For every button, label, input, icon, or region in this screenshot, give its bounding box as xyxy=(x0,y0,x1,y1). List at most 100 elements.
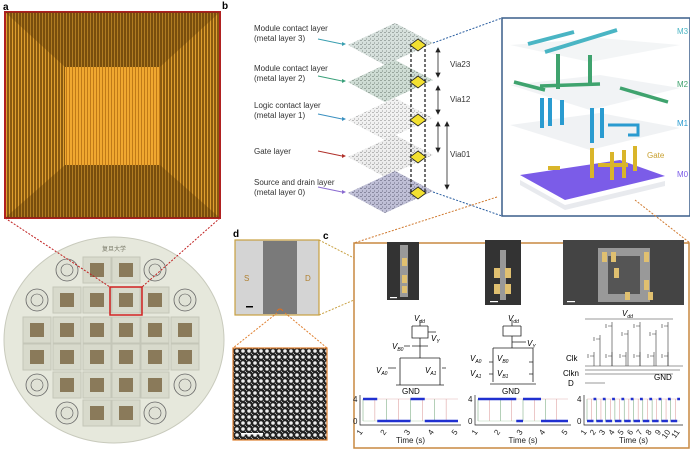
die-core xyxy=(90,323,104,337)
x-tick-label: 5 xyxy=(450,428,460,437)
die-core xyxy=(60,350,74,364)
gnd-label: GND xyxy=(654,373,672,382)
y-tick-label: 4 xyxy=(468,395,473,404)
y-tick-label: 0 xyxy=(468,417,473,426)
die-core xyxy=(60,323,74,337)
wafer-photo: 复旦大学 xyxy=(3,236,225,444)
transistor-symbol xyxy=(633,322,641,330)
via01-label: Via01 xyxy=(450,150,471,159)
circuit-3-schematic xyxy=(585,318,683,384)
layer-sublabel: (metal layer 0) xyxy=(254,188,305,197)
axes xyxy=(359,395,461,426)
die-core xyxy=(60,378,74,392)
die-core xyxy=(90,350,104,364)
vdd-label: Vdd xyxy=(508,314,519,325)
layer-label: Logic contact layer xyxy=(254,101,321,110)
output-plot-1: 0 4 1 2 3 4 5 Time (s) xyxy=(353,395,461,445)
logo-ring xyxy=(148,406,162,420)
vb0-label: VB0 xyxy=(497,354,509,365)
x-tick-label: 1 xyxy=(579,428,589,437)
die-core xyxy=(148,378,162,392)
arrow-head xyxy=(342,190,346,194)
layer-label: Module contact layer xyxy=(254,64,328,73)
3d-interconnect-render xyxy=(501,17,690,217)
layer-label: Module contact layer xyxy=(254,24,328,33)
zoom-line xyxy=(432,17,503,44)
sem-image-gate1 xyxy=(387,242,419,300)
layer-arrow xyxy=(317,150,343,157)
va1-label: VA1 xyxy=(425,366,437,377)
va0-label: VA0 xyxy=(376,366,388,377)
y-tick-label: 4 xyxy=(353,395,358,404)
x-tick-label: 9 xyxy=(653,428,663,437)
university-logo xyxy=(25,288,49,312)
gnd-label: GND xyxy=(502,387,520,396)
university-logo xyxy=(143,258,167,282)
layer-label: Source and drain layer xyxy=(254,178,335,187)
arrow-head xyxy=(342,79,346,83)
transistor-symbol xyxy=(661,352,669,360)
die-core xyxy=(119,350,133,364)
drain-label: D xyxy=(305,274,311,283)
transistor-symbol xyxy=(587,352,595,360)
layer-arrow xyxy=(317,38,343,45)
panel-label-a: a xyxy=(3,2,9,13)
logo-ring xyxy=(30,293,44,307)
transistor-symbol xyxy=(621,330,629,338)
circuit-2-schematic xyxy=(489,320,536,385)
die-core xyxy=(30,350,44,364)
arrow-head xyxy=(342,154,346,158)
clkn-label: Clkn xyxy=(563,369,579,378)
vy-label: VY xyxy=(527,339,536,350)
logo-ring xyxy=(60,263,74,277)
via-arrows xyxy=(435,47,450,190)
die-core xyxy=(178,350,192,364)
via-diamond xyxy=(409,75,427,89)
x-tick-label: 8 xyxy=(644,428,654,437)
transistor-symbol xyxy=(647,352,655,360)
layer-sublabel: (metal layer 1) xyxy=(254,111,305,120)
layer-texture xyxy=(348,98,433,140)
wafer-text: 复旦大学 xyxy=(102,245,126,253)
x-tick-label: 2 xyxy=(378,428,388,437)
transistor-symbol xyxy=(605,322,613,330)
die-core xyxy=(148,293,162,307)
x-tick-label: 2 xyxy=(492,428,502,437)
m0-label: M0 xyxy=(677,170,689,179)
vb1-label: VB1 xyxy=(497,369,509,380)
x-tick-label: 1 xyxy=(470,428,480,437)
zoom-line xyxy=(432,191,503,217)
layer-arrow xyxy=(317,113,343,120)
transistor-symbol xyxy=(605,352,613,360)
x-axis-label: Time (s) xyxy=(396,436,425,445)
sem-image-flipflop xyxy=(563,240,684,305)
panel-label-b: b xyxy=(222,1,228,12)
panel-label-c: c xyxy=(323,231,329,242)
selected-die-box xyxy=(109,286,143,316)
university-logo xyxy=(173,373,197,397)
layer-arrow xyxy=(317,186,343,193)
die-core xyxy=(119,263,133,277)
x-tick-label: 4 xyxy=(607,428,617,437)
die-core xyxy=(119,406,133,420)
layer-label: Gate layer xyxy=(254,147,291,156)
via-diamond xyxy=(409,113,427,127)
axes xyxy=(474,395,571,426)
die-core xyxy=(119,293,133,307)
x-tick-label: 1 xyxy=(355,428,365,437)
wafer-die xyxy=(52,343,82,371)
via-diamond xyxy=(409,38,427,52)
x-tick-label: 3 xyxy=(402,428,412,437)
die-core xyxy=(30,323,44,337)
transistor-symbol xyxy=(649,330,657,338)
university-logo xyxy=(143,401,167,425)
layer-texture xyxy=(348,23,433,65)
layer-sublabel: (metal layer 3) xyxy=(254,34,305,43)
x-tick-label: 5 xyxy=(616,428,626,437)
x-axis-label: Time (s) xyxy=(508,436,537,445)
transistor-symbol xyxy=(661,322,669,330)
gate-label: Gate xyxy=(647,151,665,160)
sem-image-gate2 xyxy=(485,240,521,305)
transistor-symbol xyxy=(633,352,641,360)
